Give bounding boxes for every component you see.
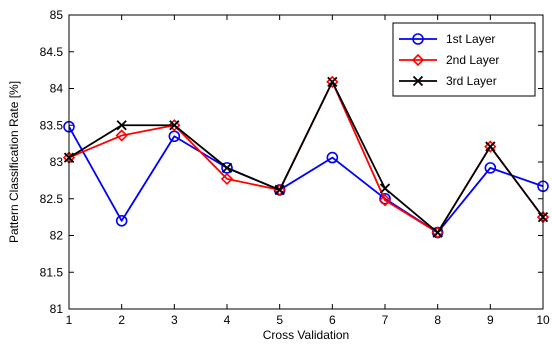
data-point-2nd-layer — [220, 172, 234, 186]
y-tick-label: 81.5 — [40, 265, 64, 279]
x-tick-label: 7 — [382, 313, 389, 327]
legend-sample-2nd-layer — [399, 53, 437, 67]
series-line-1st-layer — [68, 126, 544, 234]
x-axis-label: Cross Validation — [263, 328, 349, 342]
y-tick-label: 85 — [50, 8, 64, 22]
data-point-3rd-layer — [221, 162, 233, 174]
x-tick-label: 1 — [66, 313, 73, 327]
y-tick-label: 84 — [50, 82, 64, 96]
data-point-3rd-layer — [327, 76, 338, 88]
data-point-3rd-layer — [116, 120, 127, 131]
legend-label-3rd-layer: 3rd Layer — [446, 74, 497, 88]
legend-marker-1st-layer — [412, 33, 424, 45]
x-tick-label: 8 — [434, 313, 441, 327]
data-point-2nd-layer — [168, 119, 181, 132]
x-tick-label: 2 — [118, 313, 125, 327]
data-point-1st-layer — [115, 215, 128, 227]
data-point-3rd-layer — [379, 183, 391, 194]
y-tick-label: 83 — [50, 155, 64, 169]
plot-frame — [68, 14, 544, 310]
data-point-2nd-layer — [378, 194, 392, 207]
data-point-2nd-layer — [326, 75, 339, 89]
legend-label-1st-layer: 1st Layer — [446, 32, 495, 46]
y-axis-ticks: 81 81.5 82 82.5 83 83.5 84 84.5 85 — [40, 8, 543, 316]
data-point-3rd-layer — [485, 141, 496, 152]
legend: 1st Layer 2nd Layer 3rd Layer — [392, 22, 536, 97]
legend-sample-3rd-layer — [399, 75, 437, 87]
legend-entry-1st-layer: 1st Layer — [399, 32, 495, 46]
data-point-1st-layer — [484, 162, 497, 174]
y-tick-label: 84.5 — [40, 45, 64, 59]
y-tick-label: 81 — [50, 302, 64, 316]
data-point-1st-layer — [326, 151, 339, 164]
x-tick-label: 5 — [276, 313, 283, 327]
x-tick-label: 3 — [171, 313, 178, 327]
y-tick-label: 82.5 — [40, 192, 64, 206]
x-tick-label: 4 — [224, 313, 231, 327]
data-point-2nd-layer — [484, 140, 497, 153]
x-tick-label: 9 — [487, 313, 494, 327]
x-tick-label: 6 — [329, 313, 336, 327]
data-point-2nd-layer — [115, 129, 128, 142]
series-line-3rd-layer — [68, 80, 544, 234]
x-axis-ticks: 1 2 3 4 5 6 7 8 9 10 — [66, 15, 550, 327]
legend-sample-1st-layer — [399, 33, 437, 45]
legend-entry-2nd-layer: 2nd Layer — [399, 53, 499, 67]
x-tick-label: 10 — [536, 313, 550, 327]
data-point-3rd-layer — [274, 184, 285, 196]
legend-marker-2nd-layer — [411, 53, 425, 67]
y-tick-label: 82 — [50, 229, 64, 243]
legend-marker-3rd-layer — [412, 75, 424, 87]
y-axis-label: Pattern Classification Rate [%] — [7, 81, 21, 243]
legend-entry-3rd-layer: 3rd Layer — [399, 74, 497, 88]
data-point-3rd-layer — [169, 120, 180, 131]
data-point-1st-layer — [379, 192, 391, 205]
legend-label-2nd-layer: 2nd Layer — [446, 53, 499, 67]
y-tick-label: 83.5 — [40, 118, 64, 132]
data-point-3rd-layer — [432, 227, 443, 238]
